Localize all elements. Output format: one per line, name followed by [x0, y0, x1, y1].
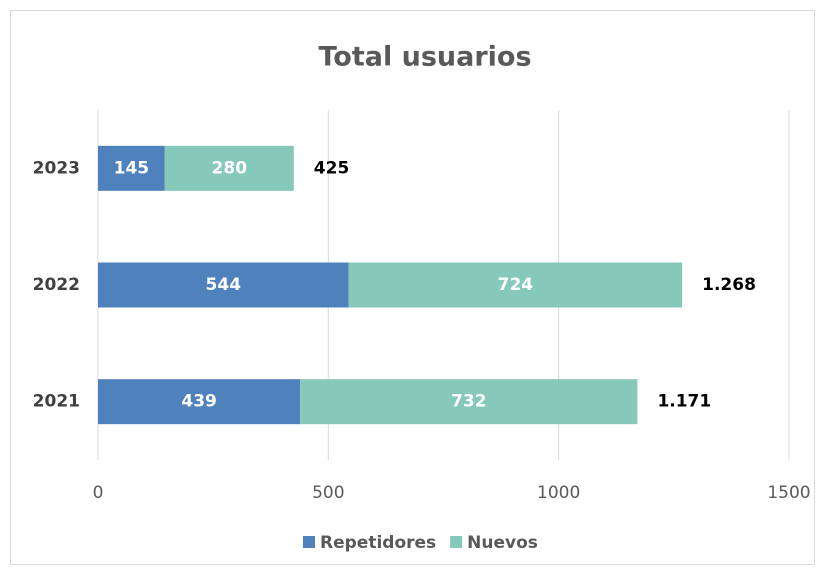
legend-swatch: [303, 536, 315, 548]
data-label: 280: [212, 158, 248, 178]
legend-label: Nuevos: [467, 533, 538, 553]
bar-segment: [98, 145, 165, 191]
y-tick-label: 2021: [33, 392, 80, 412]
legend-label: Repetidores: [320, 533, 436, 553]
data-label: 439: [181, 392, 217, 412]
bar-segment: [348, 262, 683, 308]
bar-segment: [98, 262, 349, 308]
y-tick-label: 2022: [33, 275, 80, 295]
y-tick-label: 2023: [33, 158, 80, 178]
chart-title: Total usuarios: [318, 42, 531, 73]
bar-segment: [98, 379, 301, 425]
bar-segment: [164, 145, 294, 191]
bar-segment: [300, 379, 638, 425]
x-tick-label: 0: [93, 483, 104, 503]
total-label: 1.171: [657, 392, 711, 412]
total-label: 1.268: [702, 275, 756, 295]
data-label: 732: [451, 392, 487, 412]
x-tick-label: 500: [312, 483, 344, 503]
legend-swatch: [450, 536, 463, 548]
x-tick-label: 1000: [537, 483, 580, 503]
data-label: 544: [206, 275, 242, 295]
data-label: 145: [114, 158, 150, 178]
x-tick-label: 1500: [767, 483, 810, 503]
total-label: 425: [314, 158, 350, 178]
data-label: 724: [498, 275, 534, 295]
